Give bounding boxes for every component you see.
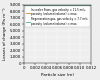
Legend: In-cooler flows, gas velocity = 11.5 m/s,
porosity (volume/volume) = max., Regen: In-cooler flows, gas velocity = 11.5 m/s… (25, 6, 90, 27)
Y-axis label: Losses of charge (Pa m⁻¹): Losses of charge (Pa m⁻¹) (4, 8, 8, 60)
X-axis label: Particle size (m): Particle size (m) (41, 73, 74, 77)
